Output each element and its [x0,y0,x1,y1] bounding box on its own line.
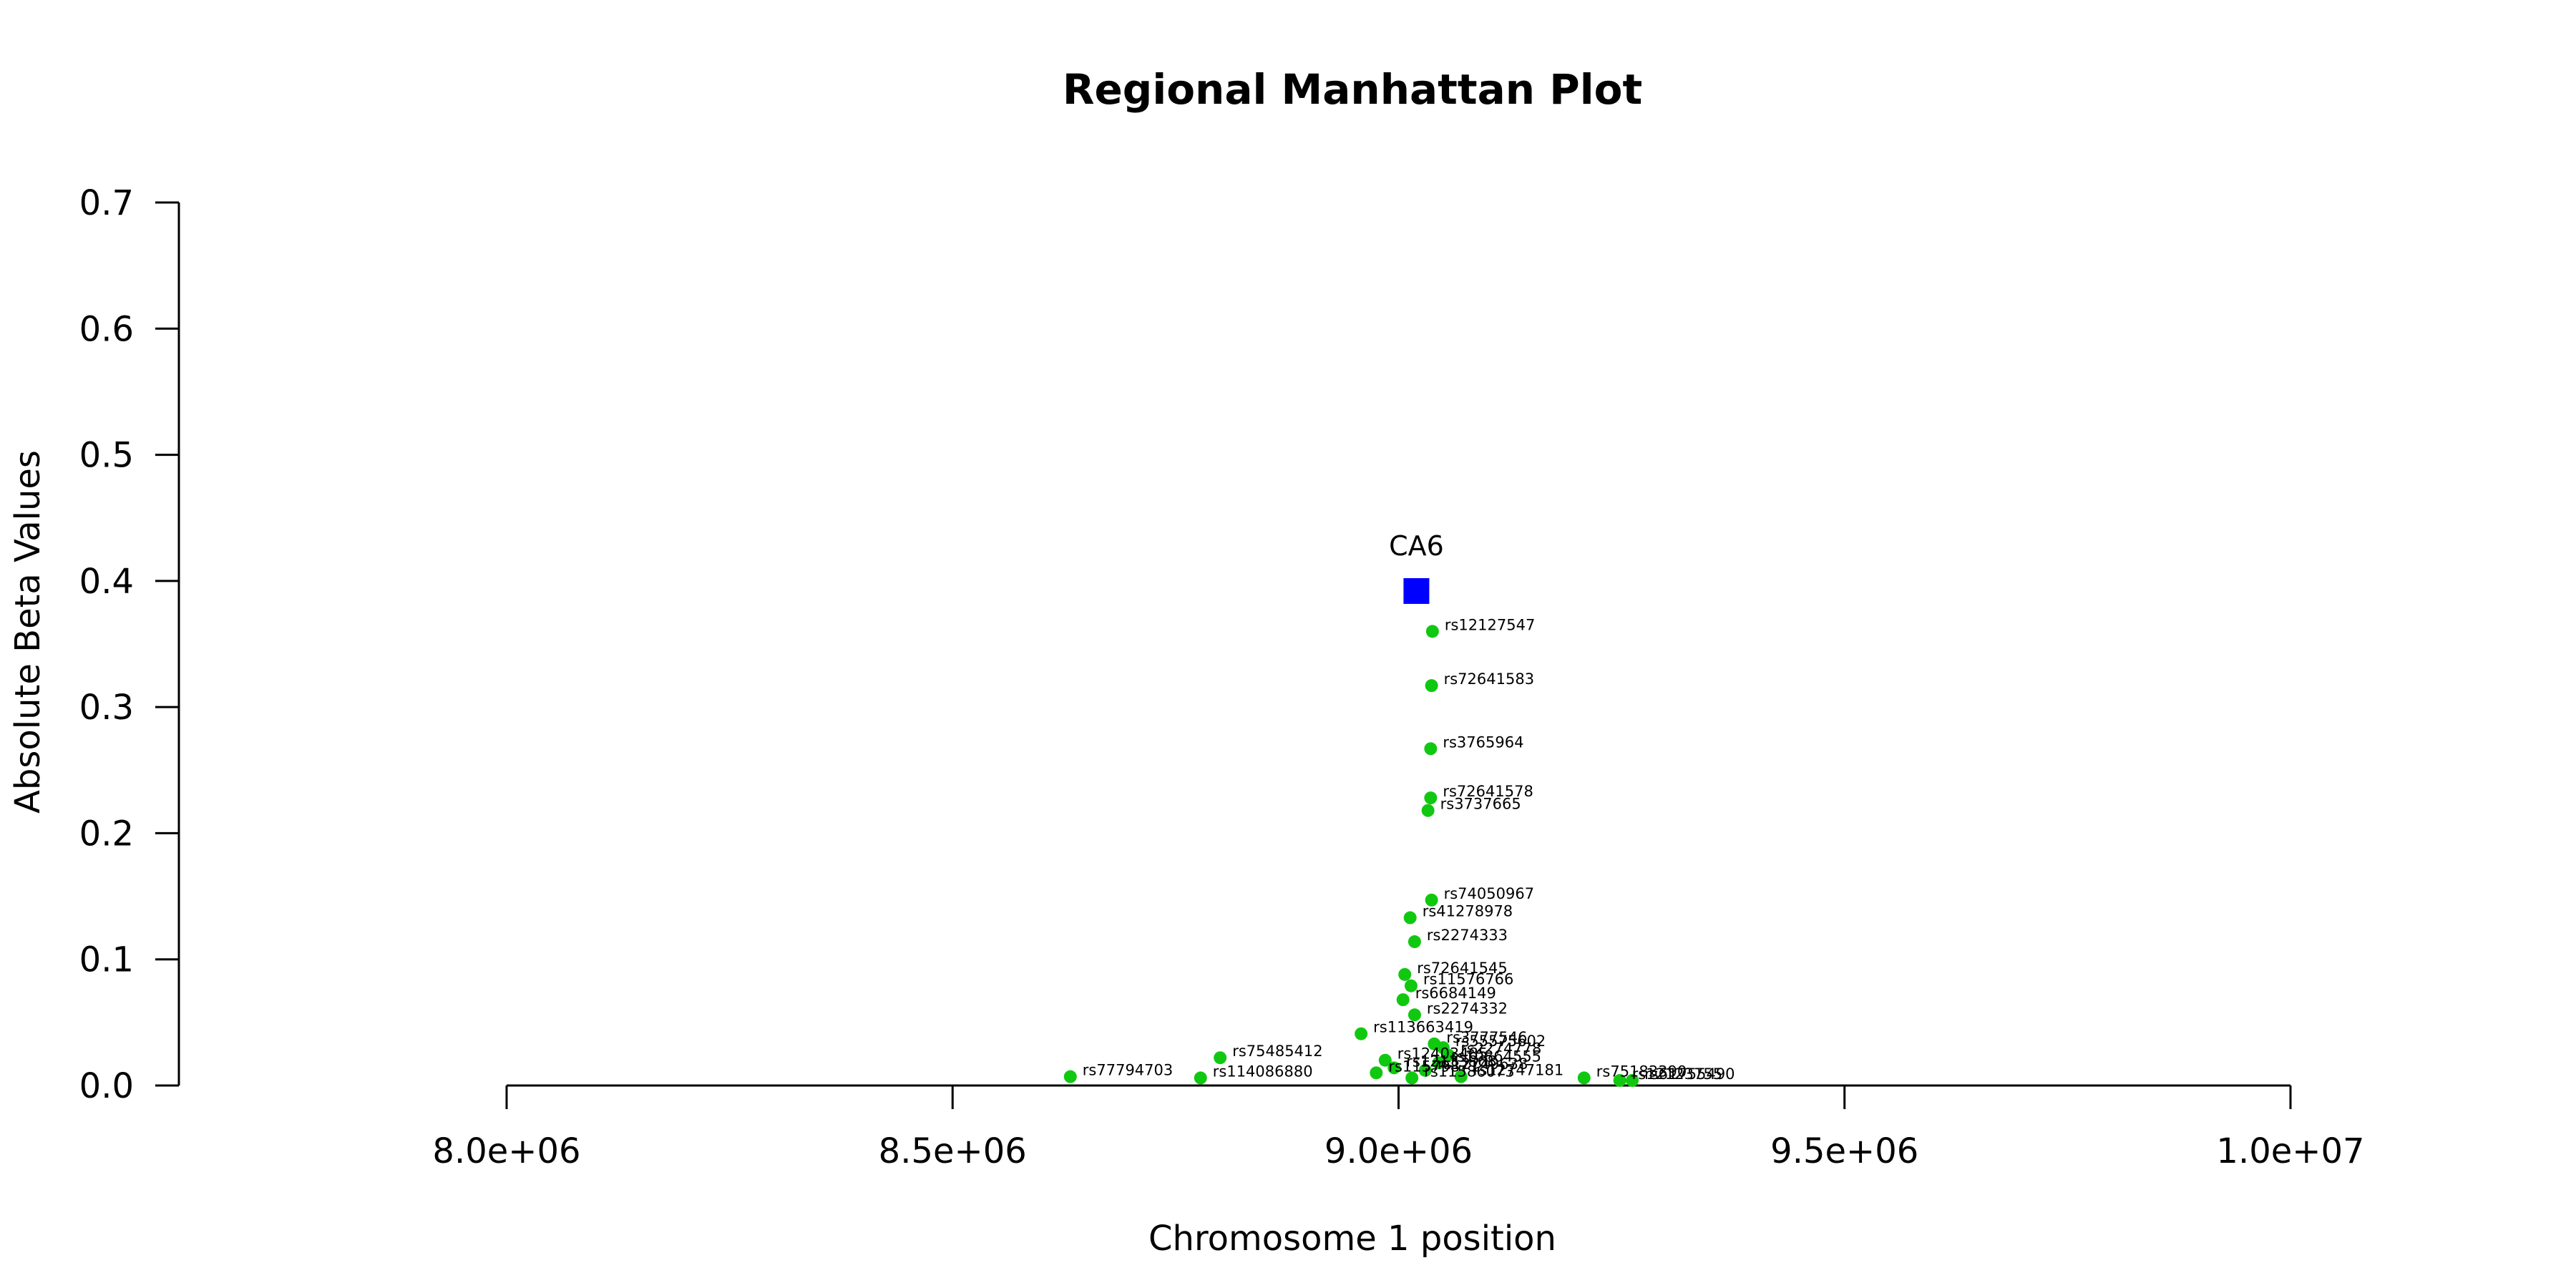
snp-label: rs114086880 [1213,1063,1313,1080]
snp-label: rs11579871 [1388,1058,1478,1075]
snp-label: rs6684149 [1415,985,1496,1002]
snp-point [1442,1048,1455,1062]
y-tick-label: 0.7 [79,183,134,223]
snp-label: rs3737665 [1440,796,1521,813]
snp-label: rs75183390 [1596,1063,1687,1080]
snp-label: rs75485412 [1232,1043,1322,1060]
snp-label: rs2274778 [1460,1040,1541,1058]
snp-point [1432,1056,1445,1070]
snp-point [1194,1071,1207,1085]
snp-point [1418,1063,1432,1077]
snp-point [1577,1071,1591,1085]
snp-point [1214,1051,1227,1065]
snp-label: rs77794703 [1083,1062,1173,1079]
x-tick-label: 9.0e+06 [1324,1131,1473,1171]
snp-label: rs41278978 [1423,903,1513,920]
snp-point [1404,979,1418,992]
y-axis-label: Absolute Beta Values [8,450,48,814]
snp-point [1421,804,1435,817]
y-axis-ticks: 0.0 0.1 0.2 0.3 0.4 0.5 0.6 0.7 [79,183,179,1106]
snp-point [1425,679,1438,693]
y-tick-label: 0.1 [79,940,134,980]
snp-point [1425,893,1438,907]
chart-title: Regional Manhattan Plot [1063,65,1642,114]
snp-point [1063,1070,1077,1083]
snp-label: rs3765964 [1443,733,1523,751]
snp-label: rs72641545 [1417,960,1507,977]
snp-point [1403,911,1417,924]
snp-label: rs55575602 [1455,1033,1546,1050]
snp-point [1405,1071,1419,1085]
snp-label: rs12123755 [1632,1065,1722,1083]
snp-point [1407,1008,1421,1022]
snp-point [1378,1053,1392,1067]
x-tick-label: 1.0e+07 [2216,1131,2364,1171]
y-tick-label: 0.2 [79,814,134,854]
gene-layer: CA6 [1389,530,1444,604]
snp-label: rs113663419 [1373,1019,1473,1036]
y-tick-label: 0.6 [79,309,134,349]
y-tick-label: 0.4 [79,562,134,602]
snp-label: rs2274333 [1427,927,1508,944]
snp-point [1396,993,1410,1007]
snp-point [1355,1027,1368,1040]
snp-label: rs3777546 [1446,1029,1527,1046]
snp-point [1424,742,1438,756]
snp-labels: rs12127547rs72641583rs3765964rs72641578r… [1083,616,1735,1083]
snp-point [1407,935,1421,949]
y-tick-label: 0.5 [79,436,134,476]
snp-label: rs72641583 [1444,670,1534,688]
x-axis-ticks: 8.0e+06 8.5e+06 9.0e+06 9.5e+06 1.0e+07 [432,1085,2365,1171]
snp-label: rs12403485 [1397,1045,1488,1063]
snp-point [1424,791,1438,805]
snp-point [1425,625,1439,638]
snp-point [1398,967,1412,981]
snp-point [1370,1066,1383,1080]
snp-label: rs11586073 [1424,1063,1514,1080]
snp-label: rs11576766 [1423,971,1513,988]
snp-label: rs12749638 [1438,1055,1528,1073]
snp-label: rs12133868 [1406,1053,1496,1070]
x-tick-label: 8.5e+06 [879,1131,1027,1171]
snp-label: rs72641578 [1443,783,1533,800]
snp-point [1387,1061,1401,1075]
snp-points [1063,625,1639,1087]
snp-point [1613,1073,1626,1087]
snp-point [1626,1073,1639,1087]
x-tick-label: 8.0e+06 [432,1131,580,1171]
y-tick-label: 0.0 [79,1066,134,1106]
snp-label: rs2274332 [1427,1000,1508,1017]
y-tick-label: 0.3 [79,688,134,728]
snp-label: rs61755490 [1644,1065,1735,1083]
snp-label: rs12747181 [1473,1062,1563,1079]
gene-label: CA6 [1389,530,1444,562]
x-tick-label: 9.5e+06 [1770,1131,1918,1171]
x-axis-label: Chromosome 1 position [1148,1219,1556,1259]
snp-label: rs12127547 [1445,616,1535,633]
snp-point [1454,1070,1468,1083]
snp-label: rs10864555 [1451,1048,1541,1065]
gene-marker [1403,577,1430,604]
snp-label: rs74050967 [1444,885,1534,902]
